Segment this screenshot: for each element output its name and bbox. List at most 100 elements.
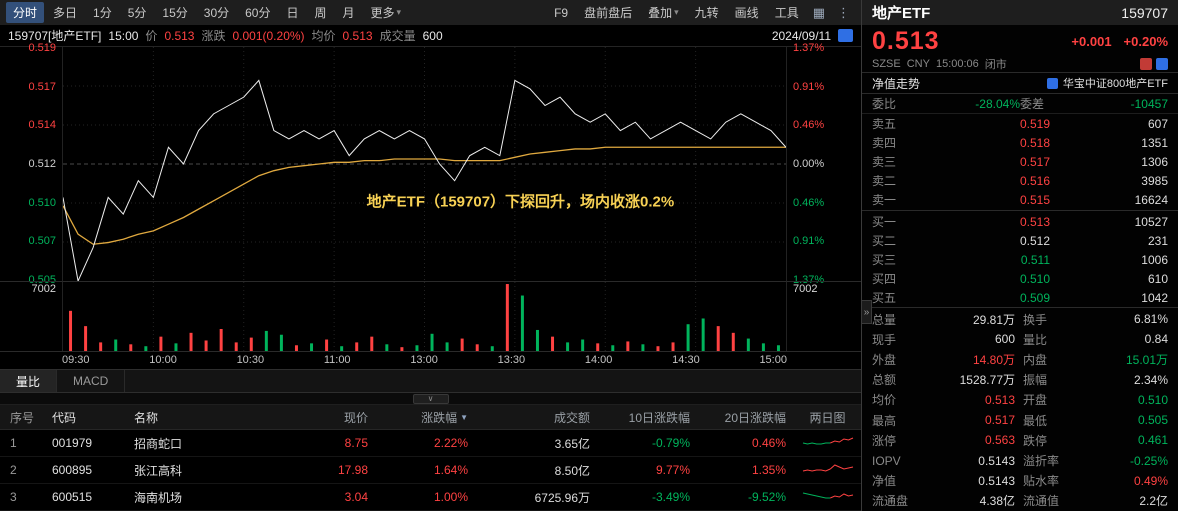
bid-price[interactable]: 0.510: [1019, 271, 1050, 286]
stat-label: 总额: [872, 373, 897, 388]
ask-row[interactable]: 卖一 0.515 16624: [862, 190, 1178, 209]
quote-panel-header: 地产ETF 159707: [862, 0, 1178, 25]
col-two-day-chart[interactable]: 两日图: [809, 410, 846, 425]
intraday-chart[interactable]: 0.519 0.517 0.514 0.512 0.510 0.507 0.50…: [0, 42, 861, 369]
cell-code: 600895: [52, 463, 93, 477]
col-10day-change[interactable]: 10日涨跌幅: [628, 410, 690, 425]
tab-5min[interactable]: 5分: [127, 6, 147, 20]
weibi-value: -28.04%: [975, 96, 1020, 111]
ask-row[interactable]: 卖四 0.518 1351: [862, 133, 1178, 152]
ask-row[interactable]: 卖二 0.516 3985: [862, 171, 1178, 190]
market-meta-row: SZSE CNY 15:00:06 闭市: [862, 55, 1178, 72]
tab-multi-day[interactable]: 多日: [53, 6, 78, 20]
tab-macd[interactable]: MACD: [57, 370, 126, 392]
draw-line-button[interactable]: 画线: [734, 6, 759, 20]
bid-row[interactable]: 买四 0.510 610: [862, 269, 1178, 288]
bid-label: 买一: [872, 215, 897, 229]
volume-label: 成交量: [379, 29, 416, 43]
bid-row[interactable]: 买三 0.511 1006: [862, 250, 1178, 269]
bid-label: 买三: [872, 253, 897, 267]
volume-plot[interactable]: [62, 281, 787, 351]
tab-volume-ratio[interactable]: 量比: [0, 370, 58, 392]
stats-section: 总量 29.81万 换手 6.81% 现手 600 量比 0.84 外盘 14.…: [862, 307, 1178, 511]
stat-value: 600: [994, 332, 1015, 347]
nine-turn-button[interactable]: 九转: [694, 6, 719, 20]
tab-weekly[interactable]: 周: [314, 6, 327, 20]
currency-label: CNY: [906, 57, 930, 70]
ask-row[interactable]: 卖三 0.517 1306: [862, 152, 1178, 171]
last-price: 0.513: [164, 28, 195, 43]
grid-view-icon[interactable]: ▦: [812, 4, 825, 20]
table-row[interactable]: 1 001979 招商蛇口 8.75 2.22% 3.65亿 -0.79% 0.…: [0, 430, 861, 457]
stat-label: 振幅: [1023, 373, 1048, 388]
price-chart-svg: [63, 47, 786, 281]
ask-price[interactable]: 0.518: [1019, 135, 1050, 150]
col-turnover[interactable]: 成交额: [553, 410, 590, 425]
ask-row[interactable]: 卖五 0.519 607: [862, 114, 1178, 133]
more-options-icon[interactable]: ⋮: [837, 4, 850, 20]
stat-value: 2.2亿: [1139, 494, 1168, 509]
col-20day-change[interactable]: 20日涨跌幅: [724, 410, 786, 425]
cell-10day-change: -3.49%: [651, 490, 690, 504]
ask-price[interactable]: 0.519: [1019, 116, 1050, 131]
overlay-label: 叠加: [648, 6, 673, 20]
col-name[interactable]: 名称: [134, 410, 159, 425]
bid-price[interactable]: 0.512: [1019, 233, 1050, 248]
ask-price[interactable]: 0.516: [1019, 173, 1050, 188]
bid-volume: 1006: [1141, 252, 1168, 267]
tab-15min[interactable]: 15分: [162, 6, 188, 20]
bid-row[interactable]: 买五 0.509 1042: [862, 288, 1178, 307]
tab-30min[interactable]: 30分: [203, 6, 230, 20]
bid-volume: 610: [1147, 271, 1168, 286]
weicha-value: -10457: [1130, 96, 1168, 111]
bid-price[interactable]: 0.513: [1019, 214, 1050, 229]
collapse-handle-icon[interactable]: ∨: [412, 393, 449, 404]
stat-value: 0.5143: [978, 453, 1015, 468]
pre-post-market-button[interactable]: 盘前盘后: [584, 6, 633, 20]
stat-label: 溢折率: [1023, 454, 1060, 469]
level-badge-icon[interactable]: [1140, 57, 1152, 70]
app-badge-icon[interactable]: [838, 29, 853, 42]
ask-price[interactable]: 0.515: [1019, 192, 1050, 207]
axis-label: 0.91%: [793, 235, 825, 248]
info-badge-icon[interactable]: [1156, 57, 1168, 70]
tools-button[interactable]: 工具: [774, 6, 799, 20]
nav-trend-link[interactable]: 净值走势: [872, 76, 921, 91]
weicha-label: 委差: [1020, 97, 1045, 111]
tab-daily[interactable]: 日: [286, 6, 299, 20]
overlay-button[interactable]: 叠加 ▾: [641, 2, 686, 23]
time-tick: 10:30: [236, 354, 265, 366]
ask-price[interactable]: 0.517: [1019, 154, 1050, 169]
bid-price[interactable]: 0.511: [1020, 252, 1050, 267]
tab-monthly[interactable]: 月: [342, 6, 355, 20]
col-seq[interactable]: 序号: [10, 410, 35, 425]
bid-price[interactable]: 0.509: [1019, 290, 1050, 305]
f9-button[interactable]: F9: [554, 5, 569, 20]
tab-timeline[interactable]: 分时: [6, 2, 45, 23]
bid-row[interactable]: 买一 0.513 10527: [862, 212, 1178, 231]
tab-1min[interactable]: 1分: [93, 6, 112, 20]
price-plot[interactable]: 地产ETF（159707）下探回升，场内收涨0.2%: [62, 47, 787, 281]
bid-row[interactable]: 买二 0.512 231: [862, 231, 1178, 250]
tab-60min[interactable]: 60分: [245, 6, 271, 20]
ask-volume: 1351: [1141, 135, 1168, 150]
col-change-pct[interactable]: 涨跌幅 ▼: [376, 409, 476, 426]
chevron-down-icon: ▾: [396, 7, 402, 17]
orderbook-divider: [862, 210, 1178, 211]
stat-value: -0.25%: [1129, 453, 1168, 468]
volume-axis-right: 7002: [787, 281, 861, 351]
volume-axis-left: 7002: [0, 281, 62, 351]
col-price[interactable]: 现价: [343, 410, 368, 425]
stat-label: 均价: [872, 393, 897, 408]
table-row[interactable]: 2 600895 张江高科 17.98 1.64% 8.50亿 9.77% 1.…: [0, 457, 861, 484]
splitter[interactable]: ∨: [0, 393, 861, 405]
stat-value: 0.505: [1137, 413, 1168, 428]
expand-panel-button[interactable]: »: [861, 300, 872, 324]
col-code[interactable]: 代码: [52, 410, 77, 425]
price-change: +0.001: [1071, 33, 1112, 49]
volume-value: 600: [422, 28, 443, 43]
tab-more[interactable]: 更多 ▾: [364, 2, 409, 23]
fund-link[interactable]: 华宝中证800地产ETF: [1046, 75, 1168, 91]
cell-10day-change: 9.77%: [655, 463, 690, 477]
table-row[interactable]: 3 600515 海南机场 3.04 1.00% 6725.96万 -3.49%…: [0, 484, 861, 511]
